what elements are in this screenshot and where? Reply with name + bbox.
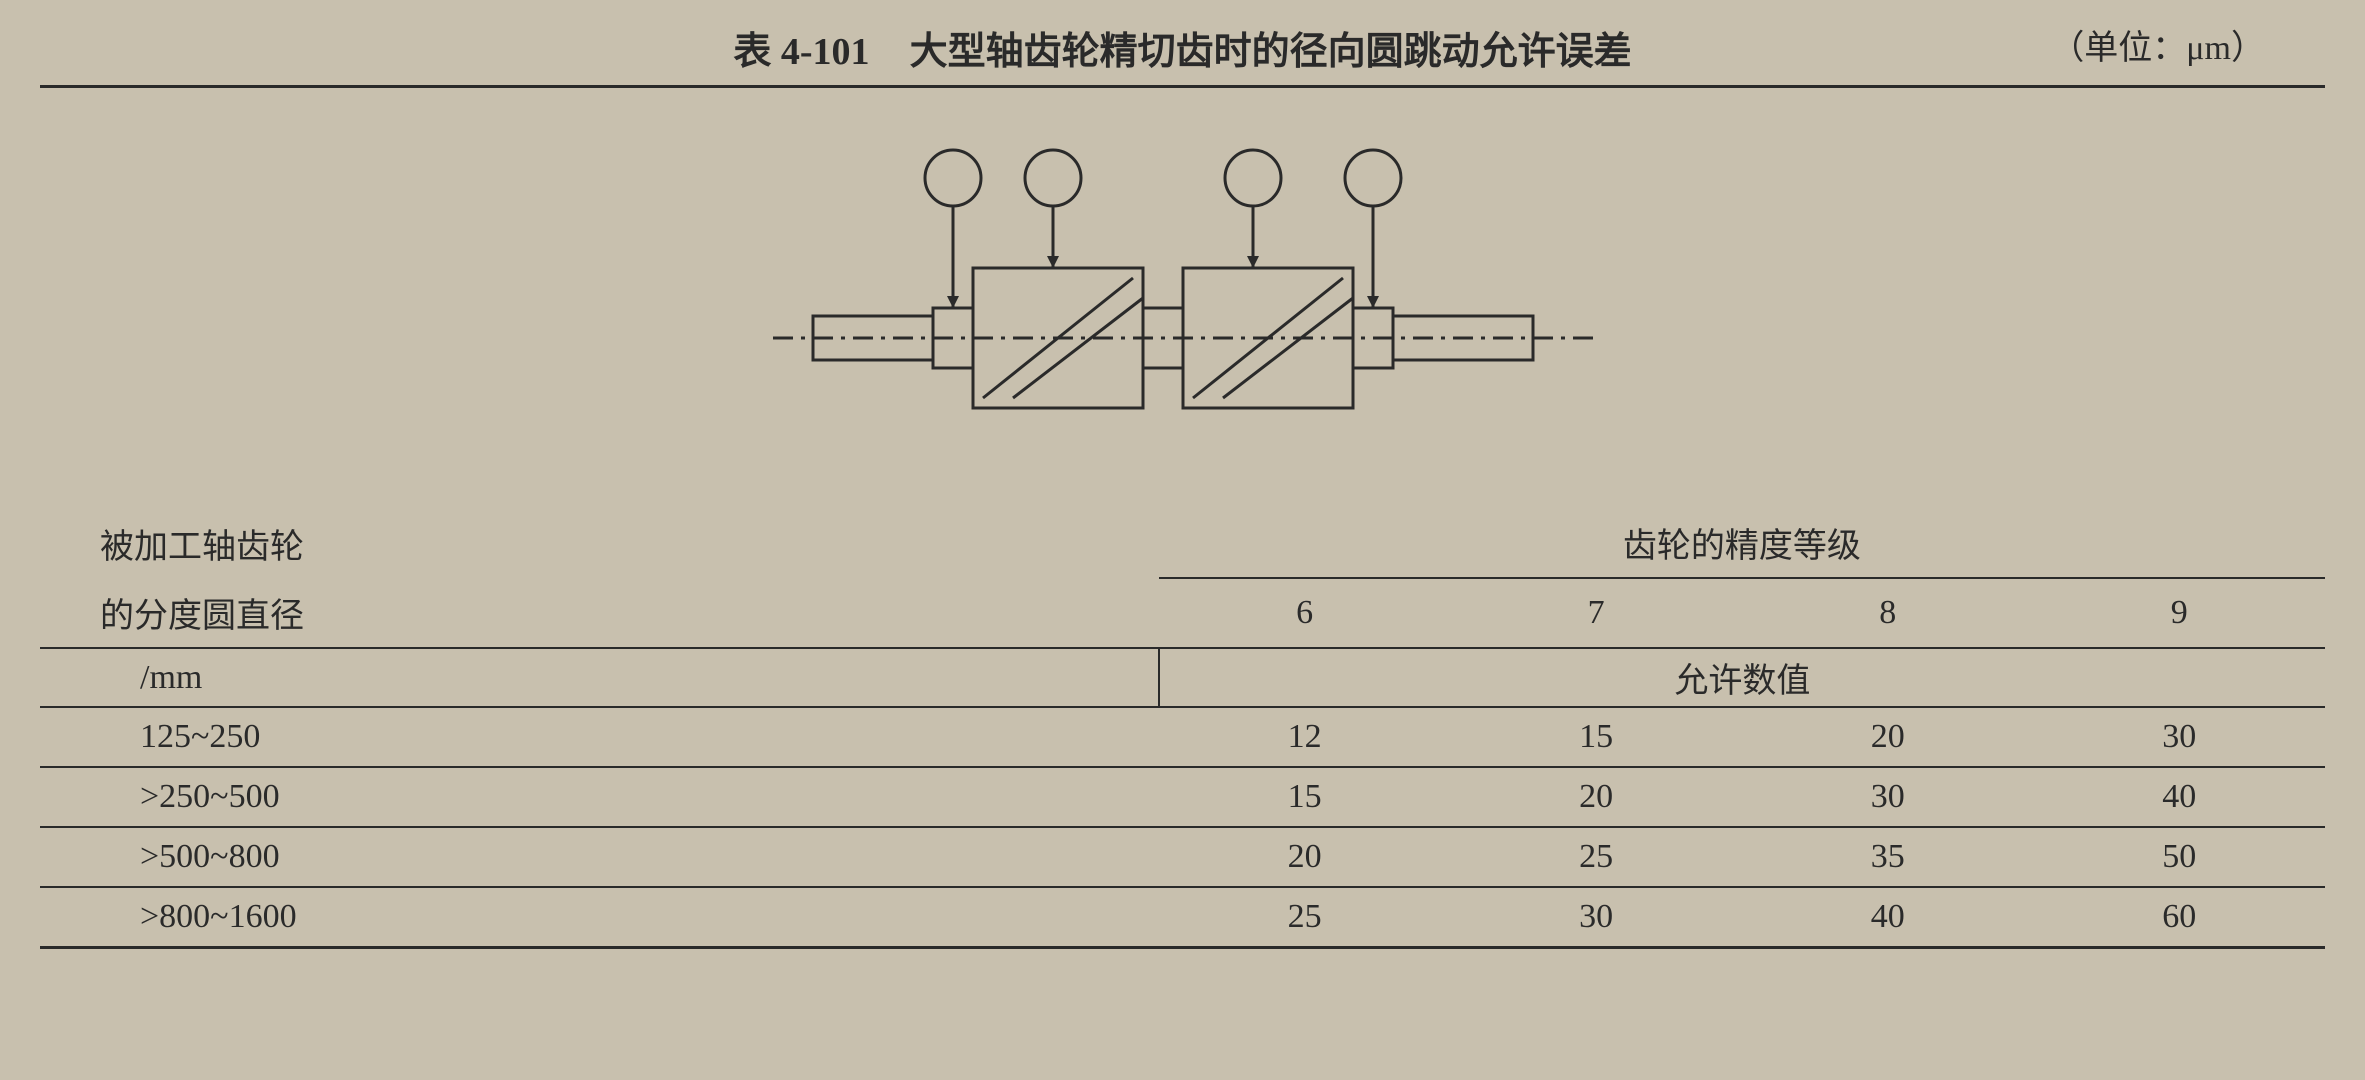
shaft-diagram bbox=[40, 128, 2325, 448]
range-cell: >500~800 bbox=[40, 827, 1159, 887]
value-cell: 25 bbox=[1159, 887, 1451, 948]
value-cell: 20 bbox=[1159, 827, 1451, 887]
table-row: 125~250 12 15 20 30 bbox=[40, 707, 2325, 767]
grade-col-8: 8 bbox=[1742, 578, 2034, 648]
value-cell: 20 bbox=[1450, 767, 1742, 827]
value-cell: 40 bbox=[2033, 767, 2325, 827]
table-title: 大型轴齿轮精切齿时的径向圆跳动允许误差 bbox=[910, 20, 1632, 75]
value-cell: 40 bbox=[1742, 887, 2034, 948]
table-header: 表 4-101 大型轴齿轮精切齿时的径向圆跳动允许误差 （单位：μm） bbox=[40, 20, 2325, 75]
unit-label: （单位：μm） bbox=[2050, 20, 2265, 69]
value-cell: 15 bbox=[1450, 707, 1742, 767]
top-rule bbox=[40, 85, 2325, 88]
left-header-line1: 被加工轴齿轮 bbox=[40, 508, 1159, 578]
value-cell: 50 bbox=[2033, 827, 2325, 887]
value-cell: 30 bbox=[1450, 887, 1742, 948]
table-row: >500~800 20 25 35 50 bbox=[40, 827, 2325, 887]
value-cell: 25 bbox=[1450, 827, 1742, 887]
table-row: >250~500 15 20 30 40 bbox=[40, 767, 2325, 827]
left-header-line2: 的分度圆直径 bbox=[40, 578, 1159, 648]
value-cell: 30 bbox=[2033, 707, 2325, 767]
value-cell: 60 bbox=[2033, 887, 2325, 948]
tolerance-table: 被加工轴齿轮 齿轮的精度等级 的分度圆直径 6 7 8 9 /mm 允许数值 1… bbox=[40, 508, 2325, 949]
left-header-unit: /mm bbox=[40, 648, 1159, 707]
grade-col-6: 6 bbox=[1159, 578, 1451, 648]
grade-col-9: 9 bbox=[2033, 578, 2325, 648]
shaft-svg bbox=[753, 128, 1613, 448]
range-cell: >800~1600 bbox=[40, 887, 1159, 948]
table-row: >800~1600 25 30 40 60 bbox=[40, 887, 2325, 948]
value-cell: 35 bbox=[1742, 827, 2034, 887]
group-header: 齿轮的精度等级 bbox=[1159, 508, 2325, 578]
range-cell: >250~500 bbox=[40, 767, 1159, 827]
range-cell: 125~250 bbox=[40, 707, 1159, 767]
value-cell: 30 bbox=[1742, 767, 2034, 827]
value-cell: 15 bbox=[1159, 767, 1451, 827]
sub-header: 允许数值 bbox=[1159, 648, 2325, 707]
value-cell: 12 bbox=[1159, 707, 1451, 767]
value-cell: 20 bbox=[1742, 707, 2034, 767]
table-number: 表 4-101 bbox=[733, 20, 869, 75]
grade-col-7: 7 bbox=[1450, 578, 1742, 648]
